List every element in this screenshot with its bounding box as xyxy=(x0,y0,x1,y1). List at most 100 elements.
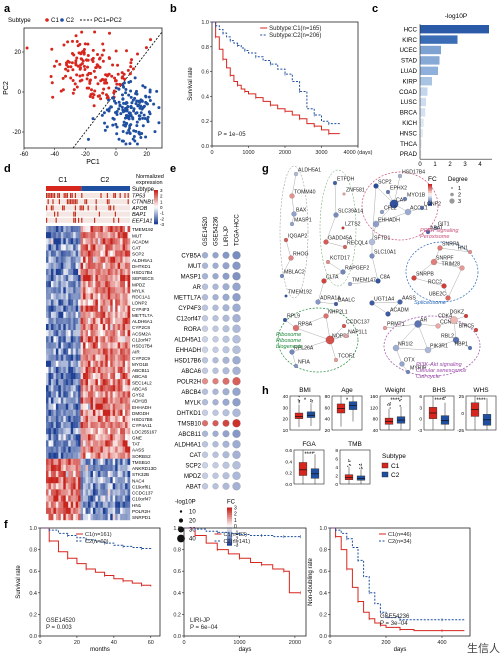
heatmap-cell xyxy=(60,299,64,306)
heatmap-cell xyxy=(95,348,99,355)
heatmap-cell xyxy=(78,464,81,472)
network-node-otx xyxy=(399,361,405,367)
heatmap-cell xyxy=(95,446,99,453)
heatmap-cell xyxy=(50,317,54,325)
heatmap-cell xyxy=(95,471,99,478)
heatmap-cell xyxy=(95,483,99,490)
significance: **** xyxy=(434,398,444,404)
heatmap-cell xyxy=(85,238,89,245)
heatmap-cell xyxy=(65,428,69,435)
scatter-point-c2 xyxy=(143,85,147,89)
mutation-track xyxy=(46,211,130,217)
scatter-point-c1 xyxy=(100,53,104,57)
scatter-point-c1 xyxy=(66,69,70,73)
heatmap-cell xyxy=(90,268,94,276)
heatmap-cell xyxy=(117,489,121,496)
heatmap-cell xyxy=(92,287,96,294)
heatmap-cell xyxy=(117,513,121,521)
scatter-point-c1 xyxy=(72,88,76,92)
heatmap-cell xyxy=(63,336,66,343)
heatmap-cell xyxy=(112,428,116,435)
heatmap-cell xyxy=(78,311,81,319)
network-node-ar xyxy=(414,320,422,328)
heatmap-cell xyxy=(127,501,131,508)
box-title: FGA xyxy=(302,441,316,448)
heatmap-cell xyxy=(50,275,54,282)
heatmap-cell xyxy=(48,464,52,472)
gene-label: RDC1A1 xyxy=(132,295,151,300)
heatmap-cell xyxy=(85,471,89,478)
fc-legend-step xyxy=(227,520,232,523)
scatter-point-c2 xyxy=(139,136,143,140)
heatmap-cell xyxy=(83,317,86,325)
heatmap-cell xyxy=(125,422,128,429)
heatmap-cell xyxy=(83,299,86,306)
heatmap-cell xyxy=(63,446,66,453)
category-label: COAD xyxy=(399,89,417,96)
gene-label: SORBS2 xyxy=(132,454,151,459)
heatmap-cell xyxy=(92,275,96,282)
heatmap-cell xyxy=(107,324,111,331)
mutation-mark xyxy=(66,193,68,198)
heatmap-cell xyxy=(63,348,66,355)
heatmap-cell xyxy=(100,409,104,417)
heatmap-cell xyxy=(85,440,89,447)
heatmap-cell xyxy=(50,489,54,496)
heatmap-cell xyxy=(60,489,64,496)
heatmap-cell xyxy=(50,440,54,447)
degree-legend-title: Degree xyxy=(448,177,468,183)
fc-legend-step xyxy=(428,194,432,197)
scatter-point-c1 xyxy=(106,94,110,98)
heatmap-cell xyxy=(53,397,57,404)
outlier xyxy=(347,465,349,467)
scatter-point-c2 xyxy=(124,102,128,106)
heatmap-cell xyxy=(120,250,123,257)
category-label: HNSC xyxy=(399,130,417,137)
heatmap-cell xyxy=(107,336,111,343)
heatmap-cell xyxy=(90,238,94,245)
heatmap-cell xyxy=(75,336,79,343)
heatmap-cell xyxy=(105,348,108,355)
scatter-point-c1 xyxy=(75,85,79,89)
heatmap-cell xyxy=(92,250,96,257)
heatmap-cell xyxy=(107,360,111,368)
row-label: MPDZ xyxy=(184,474,201,480)
x-axis-label: PC1 xyxy=(86,159,100,166)
heatmap-cell xyxy=(80,483,84,490)
heatmap-cell xyxy=(120,422,123,429)
heatmap-cell xyxy=(58,415,62,423)
heatmap-cell xyxy=(83,305,86,312)
scatter-point-c2 xyxy=(133,76,137,80)
legend-label: C1(n=161) xyxy=(85,532,112,538)
heatmap-cell xyxy=(75,244,79,251)
scatter-point-c1 xyxy=(102,48,106,52)
x-tick-label: 40 xyxy=(111,640,117,646)
heatmap-cell xyxy=(50,324,54,331)
heatmap-cell xyxy=(75,385,79,392)
heatmap-cell xyxy=(88,299,91,306)
heatmap-cell xyxy=(90,330,94,337)
scatter-point-c1 xyxy=(85,77,89,81)
outlier xyxy=(400,396,402,398)
dot-dhtkd1 xyxy=(232,408,241,417)
heatmap-cell xyxy=(60,330,64,337)
dot-aldh6a1 xyxy=(232,440,241,449)
outlier xyxy=(389,402,392,404)
scatter-point-c1 xyxy=(110,74,114,78)
heatmap-cell xyxy=(105,366,108,374)
scatter-point-c2 xyxy=(131,117,135,121)
heatmap-cell xyxy=(53,440,57,447)
heatmap-cell xyxy=(75,440,79,447)
heatmap-cell xyxy=(120,366,123,374)
heatmap-cell xyxy=(75,471,79,478)
y-tick-label: 40 xyxy=(373,428,379,434)
significance: **** xyxy=(390,398,400,404)
heatmap-cell xyxy=(46,397,49,404)
heatmap-cell xyxy=(80,422,84,429)
heatmap-cell xyxy=(85,501,89,508)
heatmap-cell xyxy=(122,422,126,429)
heatmap-cell xyxy=(97,501,101,508)
heatmap-cell xyxy=(48,477,52,484)
scatter-point-c1 xyxy=(64,67,68,71)
heatmap-cell xyxy=(46,299,49,306)
